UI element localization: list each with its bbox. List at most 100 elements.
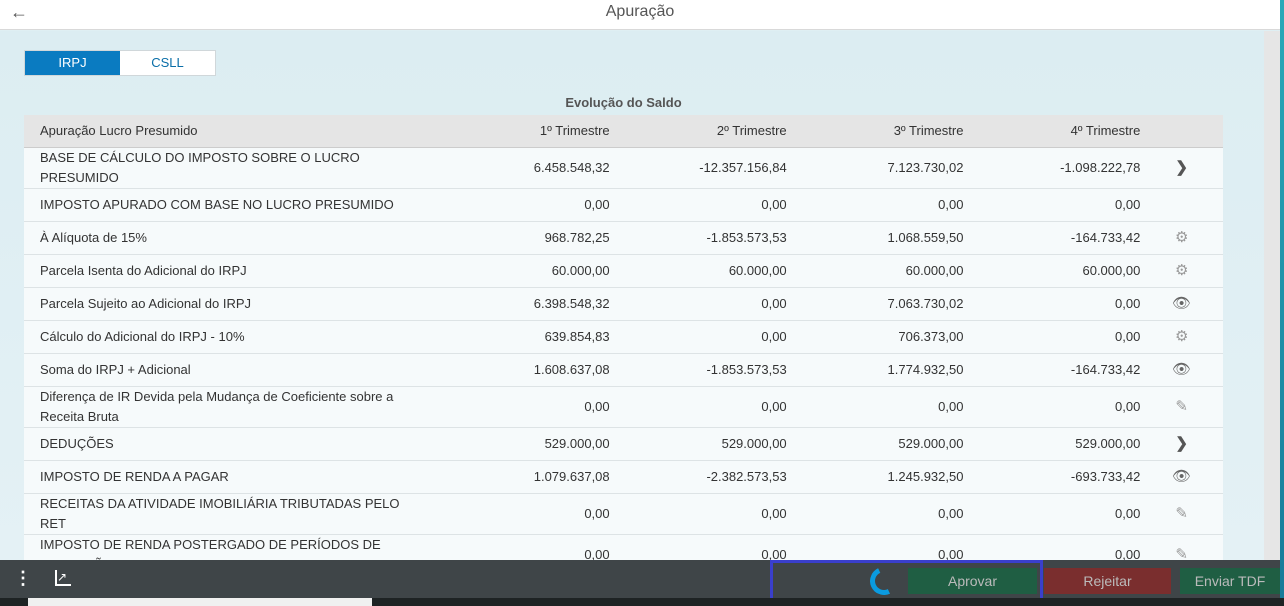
tab-irpj[interactable]: IRPJ xyxy=(25,51,120,75)
tab-csll[interactable]: CSLL xyxy=(151,55,184,70)
row-label: À Alíquota de 15% xyxy=(24,221,433,255)
row-value-q4: 0,00 xyxy=(963,188,1141,222)
row-label: Parcela Isenta do Adicional do IRPJ xyxy=(24,254,433,288)
row-value-q1: 0,00 xyxy=(432,534,610,560)
row-label: Soma do IRPJ + Adicional xyxy=(24,353,433,387)
table-row[interactable]: IMPOSTO DE RENDA POSTERGADO DE PERÍODOS … xyxy=(24,534,1223,560)
eye-icon[interactable]: 👁︎ xyxy=(1140,460,1223,494)
row-value-q1: 0,00 xyxy=(432,386,610,428)
row-value-q2: -12.357.156,84 xyxy=(609,147,787,189)
table-row[interactable]: À Alíquota de 15% 968.782,25 -1.853.573,53… xyxy=(24,221,1223,255)
vertical-scrollbar[interactable] xyxy=(1264,31,1280,560)
table-row[interactable]: Parcela Isenta do Adicional do IRPJ 60.00… xyxy=(24,254,1223,288)
row-value-q1: 968.782,25 xyxy=(432,221,610,255)
row-value-q1: 6.458.548,32 xyxy=(432,147,610,189)
balance-table: Apuração Lucro Presumido 1º Trimestre 2º… xyxy=(24,115,1223,560)
row-value-q3: 1.245.932,50 xyxy=(786,460,964,494)
row-label: Parcela Sujeito ao Adicional do IRPJ xyxy=(24,287,433,321)
pencil-icon[interactable]: ✎ xyxy=(1140,386,1223,428)
eye-icon[interactable]: 👁︎ xyxy=(1140,353,1223,387)
table-row[interactable]: Cálculo do Adicional do IRPJ - 10% 639.85… xyxy=(24,320,1223,354)
row-label: DEDUÇÕES xyxy=(24,427,433,461)
row-value-q3: 7.063.730,02 xyxy=(786,287,964,321)
row-value-q1: 6.398.548,32 xyxy=(432,287,610,321)
row-label: Cálculo do Adicional do IRPJ - 10% xyxy=(24,320,433,354)
row-value-q1: 1.079.637,08 xyxy=(432,460,610,494)
row-value-q4: 60.000,00 xyxy=(963,254,1141,288)
row-value-q1: 639.854,83 xyxy=(432,320,610,354)
row-label: BASE DE CÁLCULO DO IMPOSTO SOBRE O LUCRO… xyxy=(24,147,433,189)
row-label: Diferença de IR Devida pela Mudança de C… xyxy=(24,386,433,428)
table-row[interactable]: IMPOSTO APURADO COM BASE NO LUCRO PRESUM… xyxy=(24,188,1223,222)
row-value-q1: 529.000,00 xyxy=(432,427,610,461)
table-row[interactable]: IMPOSTO DE RENDA A PAGAR 1.079.637,08 -2.3… xyxy=(24,460,1223,494)
row-label: RECEITAS DA ATIVIDADE IMOBILIÁRIA TRIBUT… xyxy=(24,493,433,535)
col-header-q4: 4º Trimestre xyxy=(963,115,1141,148)
row-value-q4: 0,00 xyxy=(963,493,1141,535)
header: ← Apuração xyxy=(0,0,1280,30)
row-value-q3: 1.068.559,50 xyxy=(786,221,964,255)
row-value-q4: -164.733,42 xyxy=(963,353,1141,387)
row-value-q3: 0,00 xyxy=(786,493,964,535)
row-value-q2: -2.382.573,53 xyxy=(609,460,787,494)
row-value-q1: 0,00 xyxy=(432,493,610,535)
table-row[interactable]: BASE DE CÁLCULO DO IMPOSTO SOBRE O LUCRO… xyxy=(24,147,1223,189)
row-value-q2: 0,00 xyxy=(609,493,787,535)
row-label: IMPOSTO DE RENDA A PAGAR xyxy=(24,460,433,494)
chevron-right-icon[interactable]: ❯ xyxy=(1140,427,1223,461)
col-header-label: Apuração Lucro Presumido xyxy=(24,115,433,148)
row-label: IMPOSTO DE RENDA POSTERGADO DE PERÍODOS … xyxy=(24,534,433,560)
more-options-icon[interactable]: ⋮ xyxy=(14,568,32,588)
table-row[interactable]: Diferença de IR Devida pela Mudança de C… xyxy=(24,386,1223,428)
eye-icon[interactable]: 👁︎ xyxy=(1140,287,1223,321)
row-value-q4: 0,00 xyxy=(963,287,1141,321)
reject-button[interactable]: Rejeitar xyxy=(1044,568,1171,594)
table-row[interactable]: DEDUÇÕES 529.000,00 529.000,00 529.000,00 52… xyxy=(24,427,1223,461)
empty-cell xyxy=(1140,188,1223,222)
row-value-q4: 0,00 xyxy=(963,320,1141,354)
content-area: IRPJ CSLL Evolução do Saldo Apuração Luc… xyxy=(0,31,1264,560)
row-value-q2: 0,00 xyxy=(609,320,787,354)
row-value-q3: 7.123.730,02 xyxy=(786,147,964,189)
approve-button[interactable]: Aprovar xyxy=(908,568,1037,594)
gear-icon[interactable]: ⚙ xyxy=(1140,221,1223,255)
row-value-q4: 0,00 xyxy=(963,386,1141,428)
row-label: IMPOSTO APURADO COM BASE NO LUCRO PRESUM… xyxy=(24,188,433,222)
pencil-icon[interactable]: ✎ xyxy=(1140,493,1223,535)
row-value-q3: 0,00 xyxy=(786,386,964,428)
gear-icon[interactable]: ⚙ xyxy=(1140,254,1223,288)
table-row[interactable]: Parcela Sujeito ao Adicional do IRPJ 6.39… xyxy=(24,287,1223,321)
page-title: Apuração xyxy=(605,3,675,20)
footer-toolbar: ⋮ ↗ Aprovar Rejeitar Enviar TDF xyxy=(0,560,1280,602)
row-value-q4: 0,00 xyxy=(963,534,1141,560)
row-value-q1: 0,00 xyxy=(432,188,610,222)
table-row[interactable]: Soma do IRPJ + Adicional 1.608.637,08 -1.8… xyxy=(24,353,1223,387)
send-tdf-button[interactable]: Enviar TDF xyxy=(1180,568,1280,594)
table-row[interactable]: RECEITAS DA ATIVIDADE IMOBILIÁRIA TRIBUT… xyxy=(24,493,1223,535)
row-value-q2: 0,00 xyxy=(609,188,787,222)
row-value-q1: 60.000,00 xyxy=(432,254,610,288)
share-icon[interactable]: ↗ xyxy=(55,570,71,586)
col-header-q2: 2º Trimestre xyxy=(609,115,787,148)
row-value-q3: 1.774.932,50 xyxy=(786,353,964,387)
chevron-right-icon[interactable]: ❯ xyxy=(1140,147,1223,189)
row-value-q4: -693.733,42 xyxy=(963,460,1141,494)
gear-icon[interactable]: ⚙ xyxy=(1140,320,1223,354)
row-value-q4: -1.098.222,78 xyxy=(963,147,1141,189)
table-caption: Evolução do Saldo xyxy=(565,95,682,110)
tax-segmented-button: IRPJ CSLL xyxy=(24,50,216,76)
row-value-q3: 706.373,00 xyxy=(786,320,964,354)
col-header-q1: 1º Trimestre xyxy=(432,115,610,148)
row-value-q3: 0,00 xyxy=(786,534,964,560)
row-value-q2: 0,00 xyxy=(609,287,787,321)
row-value-q2: 0,00 xyxy=(609,386,787,428)
row-value-q2: 0,00 xyxy=(609,534,787,560)
back-arrow-icon[interactable]: ← xyxy=(10,2,28,22)
row-value-q2: 60.000,00 xyxy=(609,254,787,288)
row-value-q2: -1.853.573,53 xyxy=(609,221,787,255)
row-value-q2: -1.853.573,53 xyxy=(609,353,787,387)
row-value-q1: 1.608.637,08 xyxy=(432,353,610,387)
row-value-q4: 529.000,00 xyxy=(963,427,1141,461)
pencil-icon[interactable]: ✎ xyxy=(1140,534,1223,560)
row-value-q3: 529.000,00 xyxy=(786,427,964,461)
